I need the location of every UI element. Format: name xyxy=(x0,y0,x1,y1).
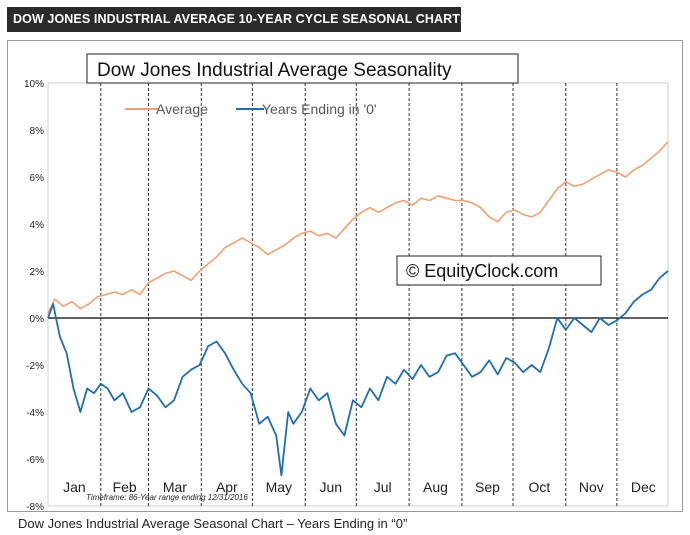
x-tick-label: Nov xyxy=(579,479,604,495)
x-tick-label: Dec xyxy=(631,479,656,495)
watermark-box xyxy=(396,255,602,286)
chart-caption: Dow Jones Industrial Average Seasonal Ch… xyxy=(18,516,408,531)
watermark: © EquityClock.com xyxy=(406,261,558,281)
x-tick-label: Sep xyxy=(475,479,500,495)
y-tick-label: 4% xyxy=(30,220,45,231)
y-tick-label: -2% xyxy=(26,361,44,372)
series-line-average xyxy=(47,141,669,314)
plot-area xyxy=(47,82,669,507)
legend-years0-label: Years Ending in '0' xyxy=(262,101,377,117)
header-bar: DOW JONES INDUSTRIAL AVERAGE 10-YEAR CYC… xyxy=(7,7,468,32)
y-tick-label: -8% xyxy=(26,502,44,513)
series-line-years-ending-0 xyxy=(47,270,669,477)
x-tick-label: Oct xyxy=(529,479,551,495)
y-tick-label: 0% xyxy=(30,314,45,325)
chart-title: Dow Jones Industrial Average Seasonality xyxy=(97,60,452,81)
x-tick-label: Jan xyxy=(63,479,86,495)
y-tick-label: 6% xyxy=(30,173,45,184)
x-tick-label: Aug xyxy=(423,479,448,495)
x-tick-label: Jul xyxy=(374,479,392,495)
y-tick-label: 10% xyxy=(24,79,44,90)
timeframe-footnote: Timeframe: 86-Year range ending 12/31/20… xyxy=(86,493,248,502)
y-tick-label: -4% xyxy=(26,408,44,419)
legend-average-label: Average xyxy=(156,101,208,117)
x-tick-label: Apr xyxy=(216,479,238,495)
x-tick-label: May xyxy=(266,479,292,495)
page-title: DOW JONES INDUSTRIAL AVERAGE 10-YEAR CYC… xyxy=(13,12,469,26)
x-tick-label: Feb xyxy=(113,479,137,495)
chart-title-box xyxy=(86,53,519,84)
x-tick-label: Jun xyxy=(319,479,342,495)
y-tick-label: -6% xyxy=(26,455,44,466)
y-tick-label: 2% xyxy=(30,267,45,278)
x-tick-label: Mar xyxy=(163,479,187,495)
y-tick-label: 8% xyxy=(30,126,45,137)
